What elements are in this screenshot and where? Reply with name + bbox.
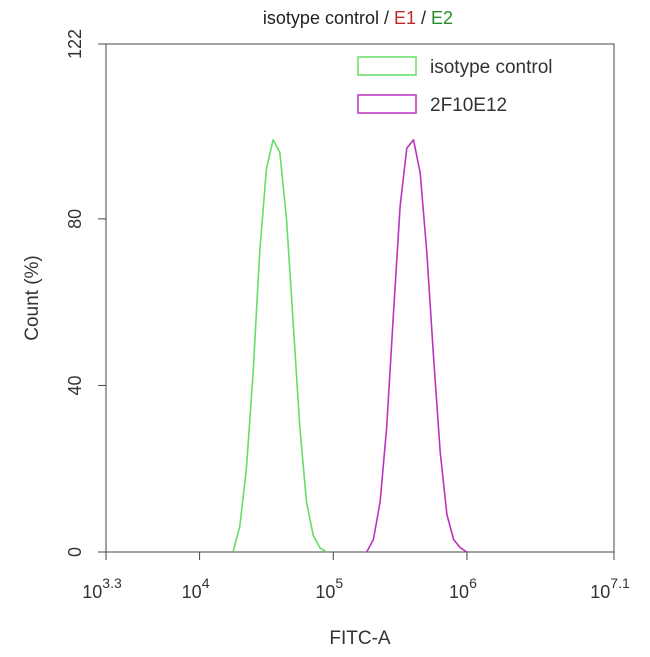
title-part-4: E2 xyxy=(431,8,453,28)
y-axis: 0 40 80 122 xyxy=(65,29,106,557)
series-line-0 xyxy=(232,139,328,553)
legend-label: isotype control xyxy=(430,57,553,78)
y-axis-label: Count (%) xyxy=(22,255,43,341)
legend-swatch xyxy=(357,56,417,76)
title-part-1: / xyxy=(379,8,394,28)
chart-title: isotype control / E1 / E2 xyxy=(263,8,453,28)
legend: isotype control 2F10E12 xyxy=(357,56,553,116)
title-part-3: / xyxy=(416,8,431,28)
y-tick-label: 40 xyxy=(65,375,85,395)
legend-swatch xyxy=(357,94,417,114)
y-tick-label: 122 xyxy=(65,29,85,59)
series-layer xyxy=(232,139,468,553)
legend-label: 2F10E12 xyxy=(430,95,507,116)
series-line-1 xyxy=(365,139,468,553)
title-part-2: E1 xyxy=(394,8,416,28)
x-tick-label: 107.1 xyxy=(590,575,630,602)
x-axis: 103.3 104 105 106 107.1 xyxy=(82,552,630,602)
title-part-0: isotype control xyxy=(263,8,379,28)
y-tick-label: 0 xyxy=(65,547,85,557)
plot-frame xyxy=(105,43,615,553)
x-tick-label: 106 xyxy=(449,575,477,602)
x-tick-label: 104 xyxy=(182,575,210,602)
x-tick-label: 103.3 xyxy=(82,575,122,602)
x-tick-label: 105 xyxy=(315,575,343,602)
x-axis-label: FITC-A xyxy=(329,628,391,649)
y-tick-label: 80 xyxy=(65,209,85,229)
